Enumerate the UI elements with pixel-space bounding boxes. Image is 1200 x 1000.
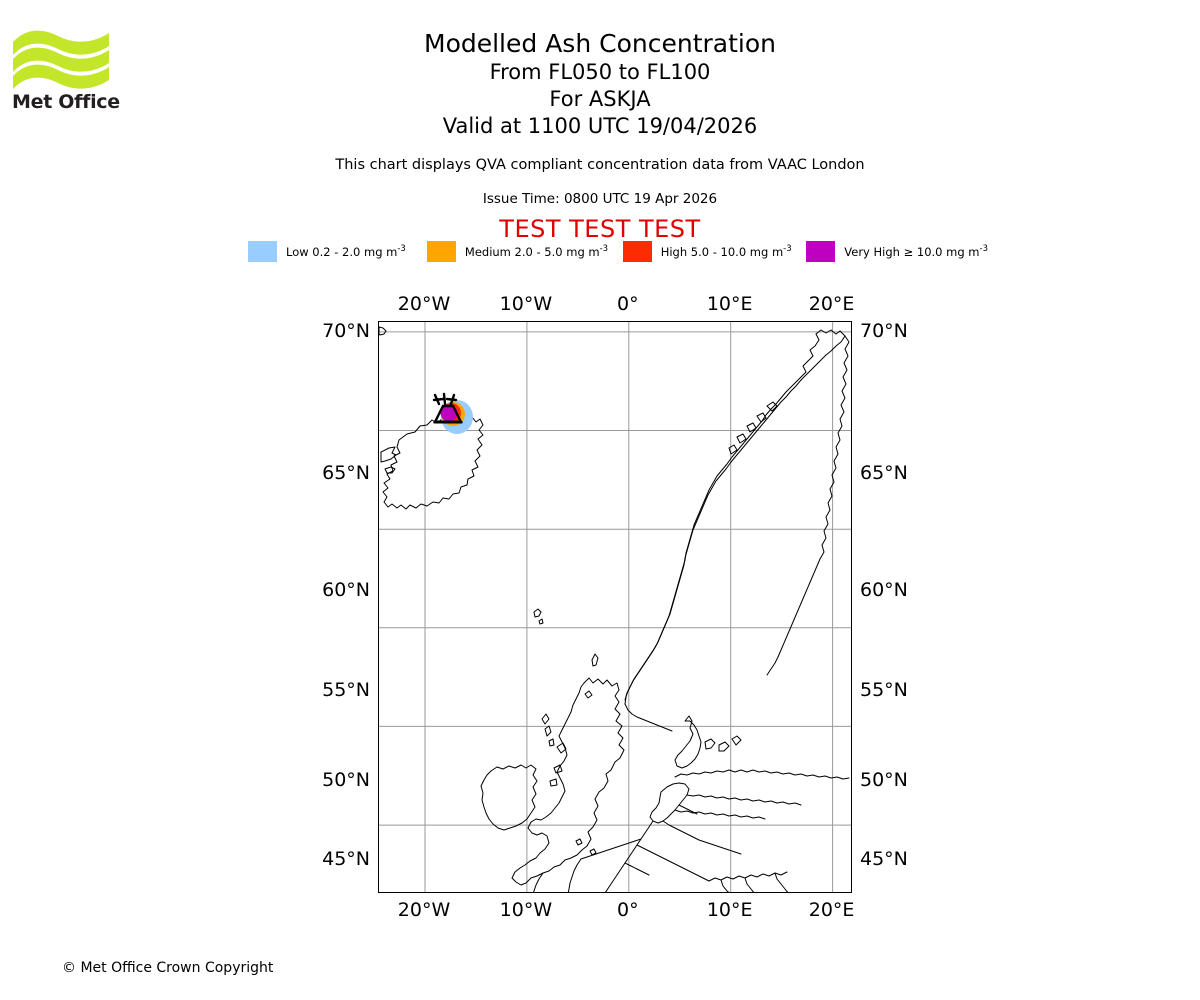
valid-time-line: Valid at 1100 UTC 19/04/2026 — [442, 114, 758, 138]
flight-level-line: From FL050 to FL100 — [489, 60, 711, 84]
chart-title-block: Modelled Ash Concentration From FL050 to… — [0, 28, 1200, 140]
legend-swatch-very-high — [806, 240, 836, 262]
map-plot-frame[interactable] — [378, 321, 852, 893]
lon-tick-bottom-10w: 10°W — [499, 899, 553, 921]
lat-tick-right-45n: 45°N — [860, 848, 908, 870]
met-office-wave-logo-icon — [13, 30, 109, 89]
issue-time: Issue Time: 0800 UTC 19 Apr 2026 — [482, 191, 718, 207]
legend-swatch-high — [622, 240, 652, 262]
lat-tick-left-65n: 65°N — [322, 462, 370, 484]
met-office-wordmark: Met Office — [12, 91, 120, 113]
lat-tick-right-50n: 50°N — [860, 769, 908, 791]
legend-label-high: High 5.0 - 10.0 mg m-3 — [660, 243, 792, 259]
lon-tick-top-20w: 20°W — [397, 293, 451, 315]
lon-tick-bottom-20w: 20°W — [397, 899, 451, 921]
lon-tick-bottom-10e: 10°E — [706, 899, 753, 921]
page-title: Modelled Ash Concentration — [424, 29, 776, 58]
lat-tick-left-45n: 45°N — [322, 848, 370, 870]
lon-tick-top-0: 0° — [617, 293, 639, 315]
lat-tick-right-65n: 65°N — [860, 462, 908, 484]
legend-label-medium: Medium 2.0 - 5.0 mg m-3 — [464, 243, 609, 259]
volcano-name-line: For ASKJA — [549, 87, 651, 111]
lat-tick-left-55n: 55°N — [322, 679, 370, 701]
legend-entry-very-high: Very High ≥ 10.0 mg m-3 — [806, 240, 988, 262]
lat-tick-right-60n: 60°N — [860, 579, 908, 601]
legend-entry-medium: Medium 2.0 - 5.0 mg m-3 — [426, 240, 609, 262]
lon-tick-top-10w: 10°W — [499, 293, 553, 315]
legend-label-very-high: Very High ≥ 10.0 mg m-3 — [844, 243, 988, 259]
chart-description: This chart displays QVA compliant concen… — [335, 157, 865, 173]
map-canvas — [379, 322, 851, 892]
lon-tick-top-20e: 20°E — [808, 293, 855, 315]
lon-tick-top-10e: 10°E — [706, 293, 753, 315]
volcano-marker-icon — [432, 392, 463, 424]
concentration-legend: Low 0.2 - 2.0 mg m-3 Medium 2.0 - 5.0 mg… — [248, 240, 988, 262]
legend-entry-high: High 5.0 - 10.0 mg m-3 — [622, 240, 792, 262]
legend-swatch-low — [248, 240, 277, 262]
met-office-logo: Met Office — [12, 26, 122, 116]
copyright-notice: © Met Office Crown Copyright — [62, 960, 274, 976]
lat-tick-right-55n: 55°N — [860, 679, 908, 701]
legend-entry-low: Low 0.2 - 2.0 mg m-3 — [248, 240, 406, 262]
graticule-grid — [379, 322, 851, 892]
test-banner: TEST TEST TEST — [499, 215, 701, 243]
lat-tick-left-50n: 50°N — [322, 769, 370, 791]
lon-tick-bottom-20e: 20°E — [808, 899, 855, 921]
lat-tick-left-60n: 60°N — [322, 579, 370, 601]
lat-tick-left-70n: 70°N — [322, 319, 370, 342]
legend-label-low: Low 0.2 - 2.0 mg m-3 — [286, 243, 406, 259]
lon-tick-bottom-0: 0° — [617, 899, 639, 921]
lat-tick-right-70n: 70°N — [860, 319, 908, 342]
map-container[interactable]: 20°W 10°W 0° 10°E 20°E 20°W 10°W 0° 10°E… — [322, 293, 908, 921]
legend-swatch-medium — [426, 240, 456, 262]
ash-plume — [440, 400, 473, 434]
